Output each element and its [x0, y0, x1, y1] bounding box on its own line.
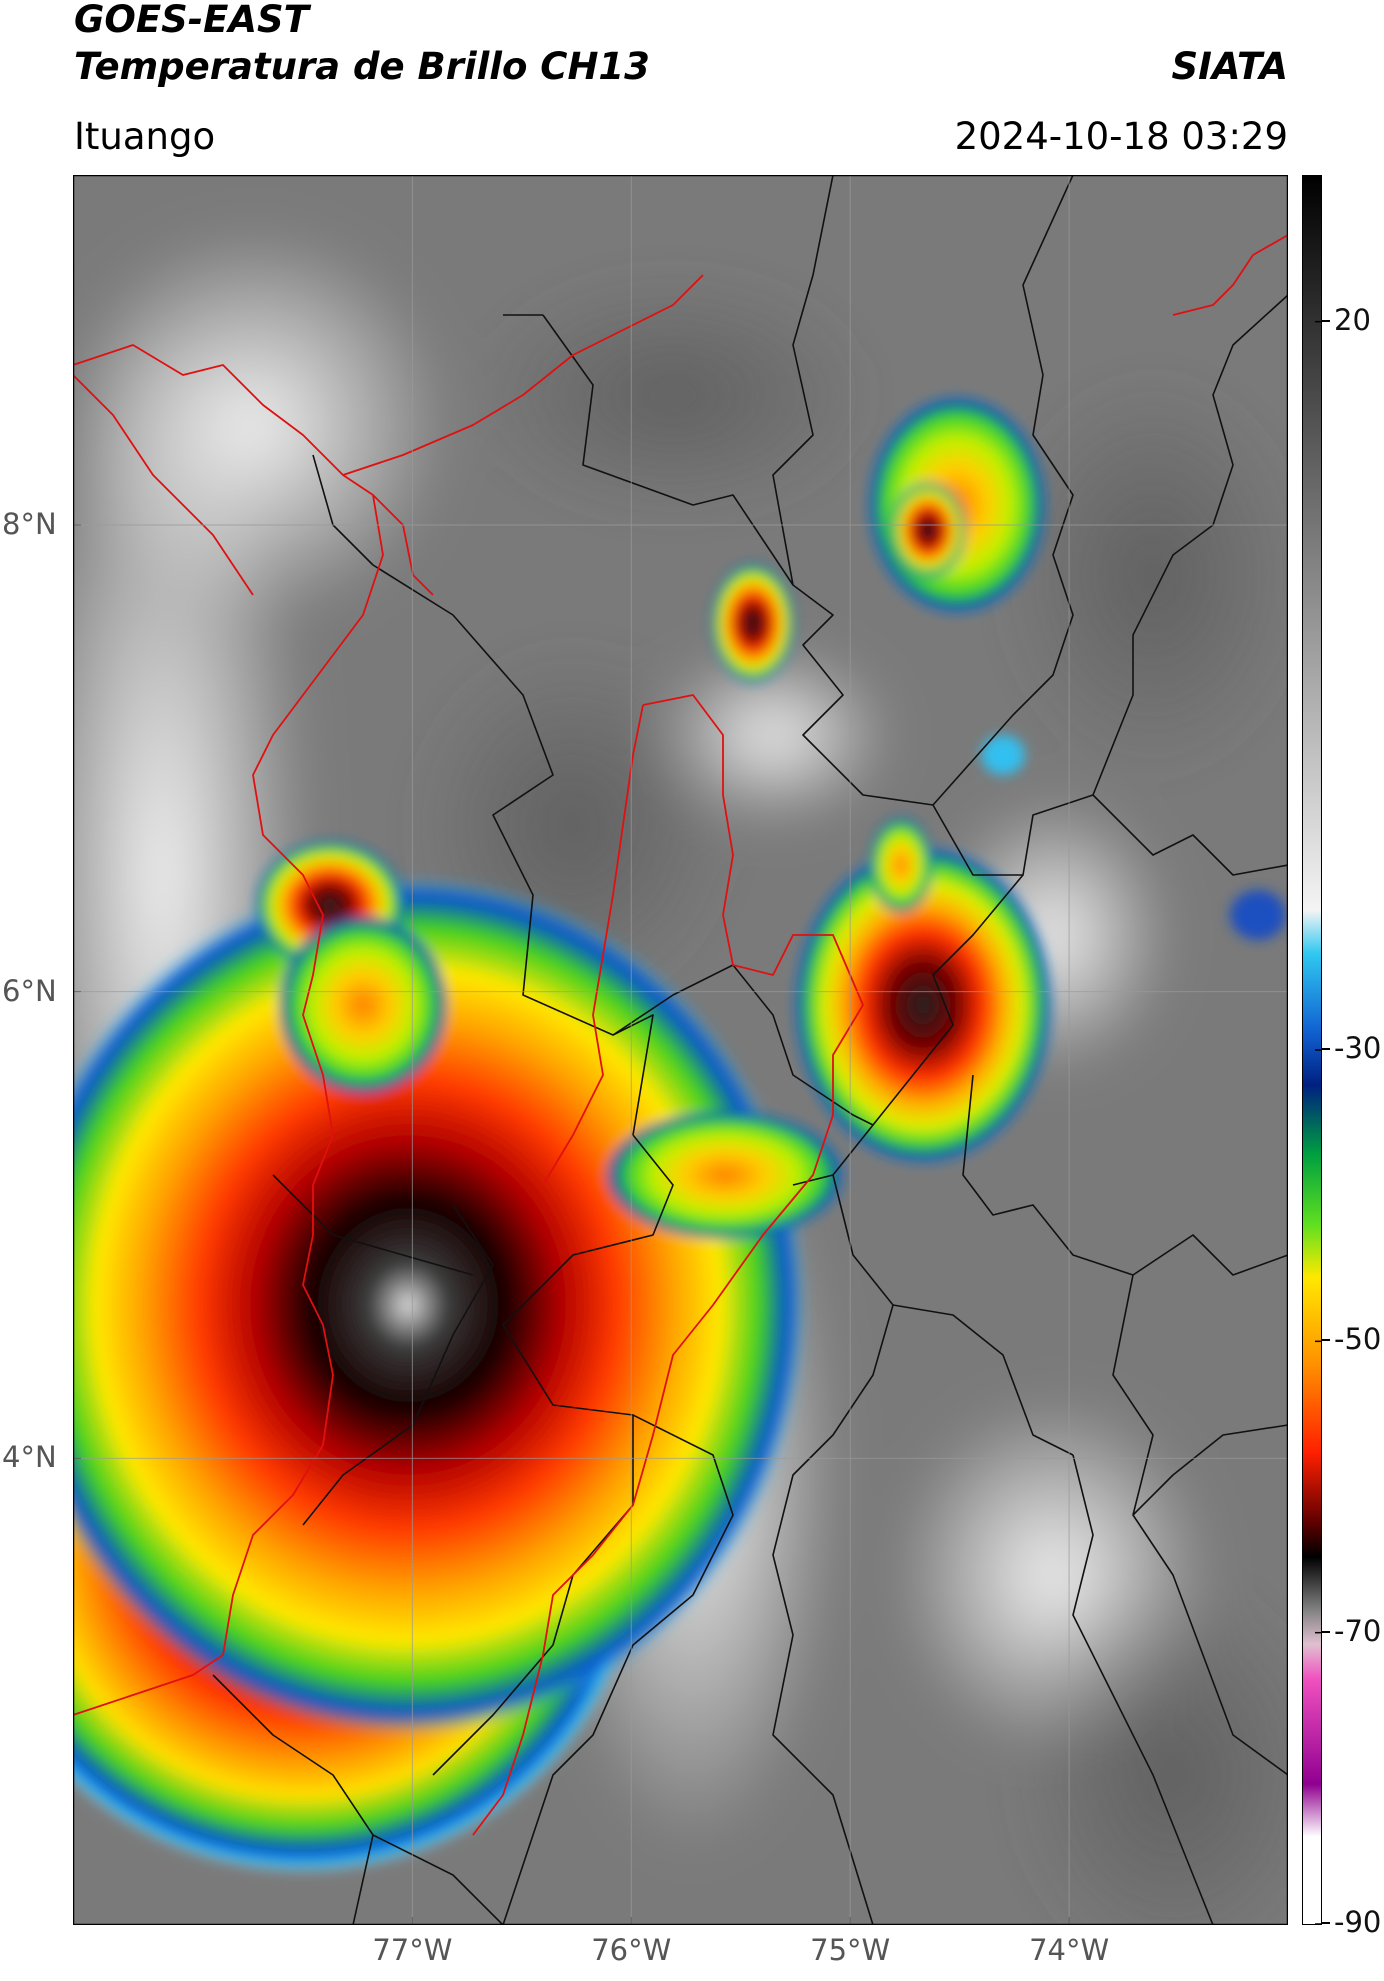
satellite-map: [73, 175, 1288, 1925]
colorbar-gradient: [1303, 176, 1321, 1924]
storm-cell-central-small: [605, 1110, 845, 1240]
storm-cell-east: [793, 845, 1053, 1165]
source-label: SIATA: [1171, 45, 1288, 88]
colorbar-outer-tick: [1322, 1339, 1330, 1342]
product-title: Temperatura de Brillo CH13: [74, 45, 650, 88]
lat-tick-label: 8°N: [2, 507, 57, 541]
colorbar-outer-tick: [1322, 1630, 1330, 1633]
colorbar-tick-label: -30: [1334, 1031, 1382, 1065]
colorbar-tick-label: -50: [1334, 1322, 1382, 1357]
coastline-and-basin: [73, 234, 1288, 1836]
lon-tick-label: 75°W: [810, 1933, 891, 1967]
colorbar-tick-label: -70: [1334, 1613, 1382, 1648]
storm-cell-central: [73, 875, 808, 1735]
storm-cell-east-top: [869, 817, 933, 913]
lon-tick-label: 76°W: [591, 1933, 672, 1967]
storm-cells: [73, 395, 1286, 1875]
storm-cell-north: [711, 563, 795, 683]
colorbar-tick-label: 20: [1334, 302, 1371, 337]
colorbar: [1302, 175, 1322, 1925]
cloud-patch-east: [1230, 890, 1286, 940]
gridlines: [73, 175, 1288, 1925]
cloud-patch-mid: [981, 735, 1025, 775]
colorbar-outer-tick: [1322, 1922, 1330, 1924]
lat-tick-label: 4°N: [2, 1440, 57, 1475]
colorbar-tick-label: -90: [1334, 1905, 1382, 1939]
storm-cell-northwest-tail: [278, 915, 448, 1095]
lon-tick-label: 74°W: [1029, 1933, 1110, 1967]
datetime-label: 2024-10-18 03:29: [954, 115, 1288, 158]
map-border: [73, 175, 1288, 1925]
region-label: Ituango: [74, 115, 216, 158]
colorbar-outer-tick: [1322, 1048, 1330, 1050]
lon-tick-label: 77°W: [372, 1933, 453, 1967]
colorbar-outer-tick: [1322, 319, 1330, 322]
storm-cell-northeast-core: [890, 482, 966, 578]
satellite-title: GOES-EAST: [74, 0, 309, 41]
lat-tick-label: 6°N: [2, 973, 57, 1008]
